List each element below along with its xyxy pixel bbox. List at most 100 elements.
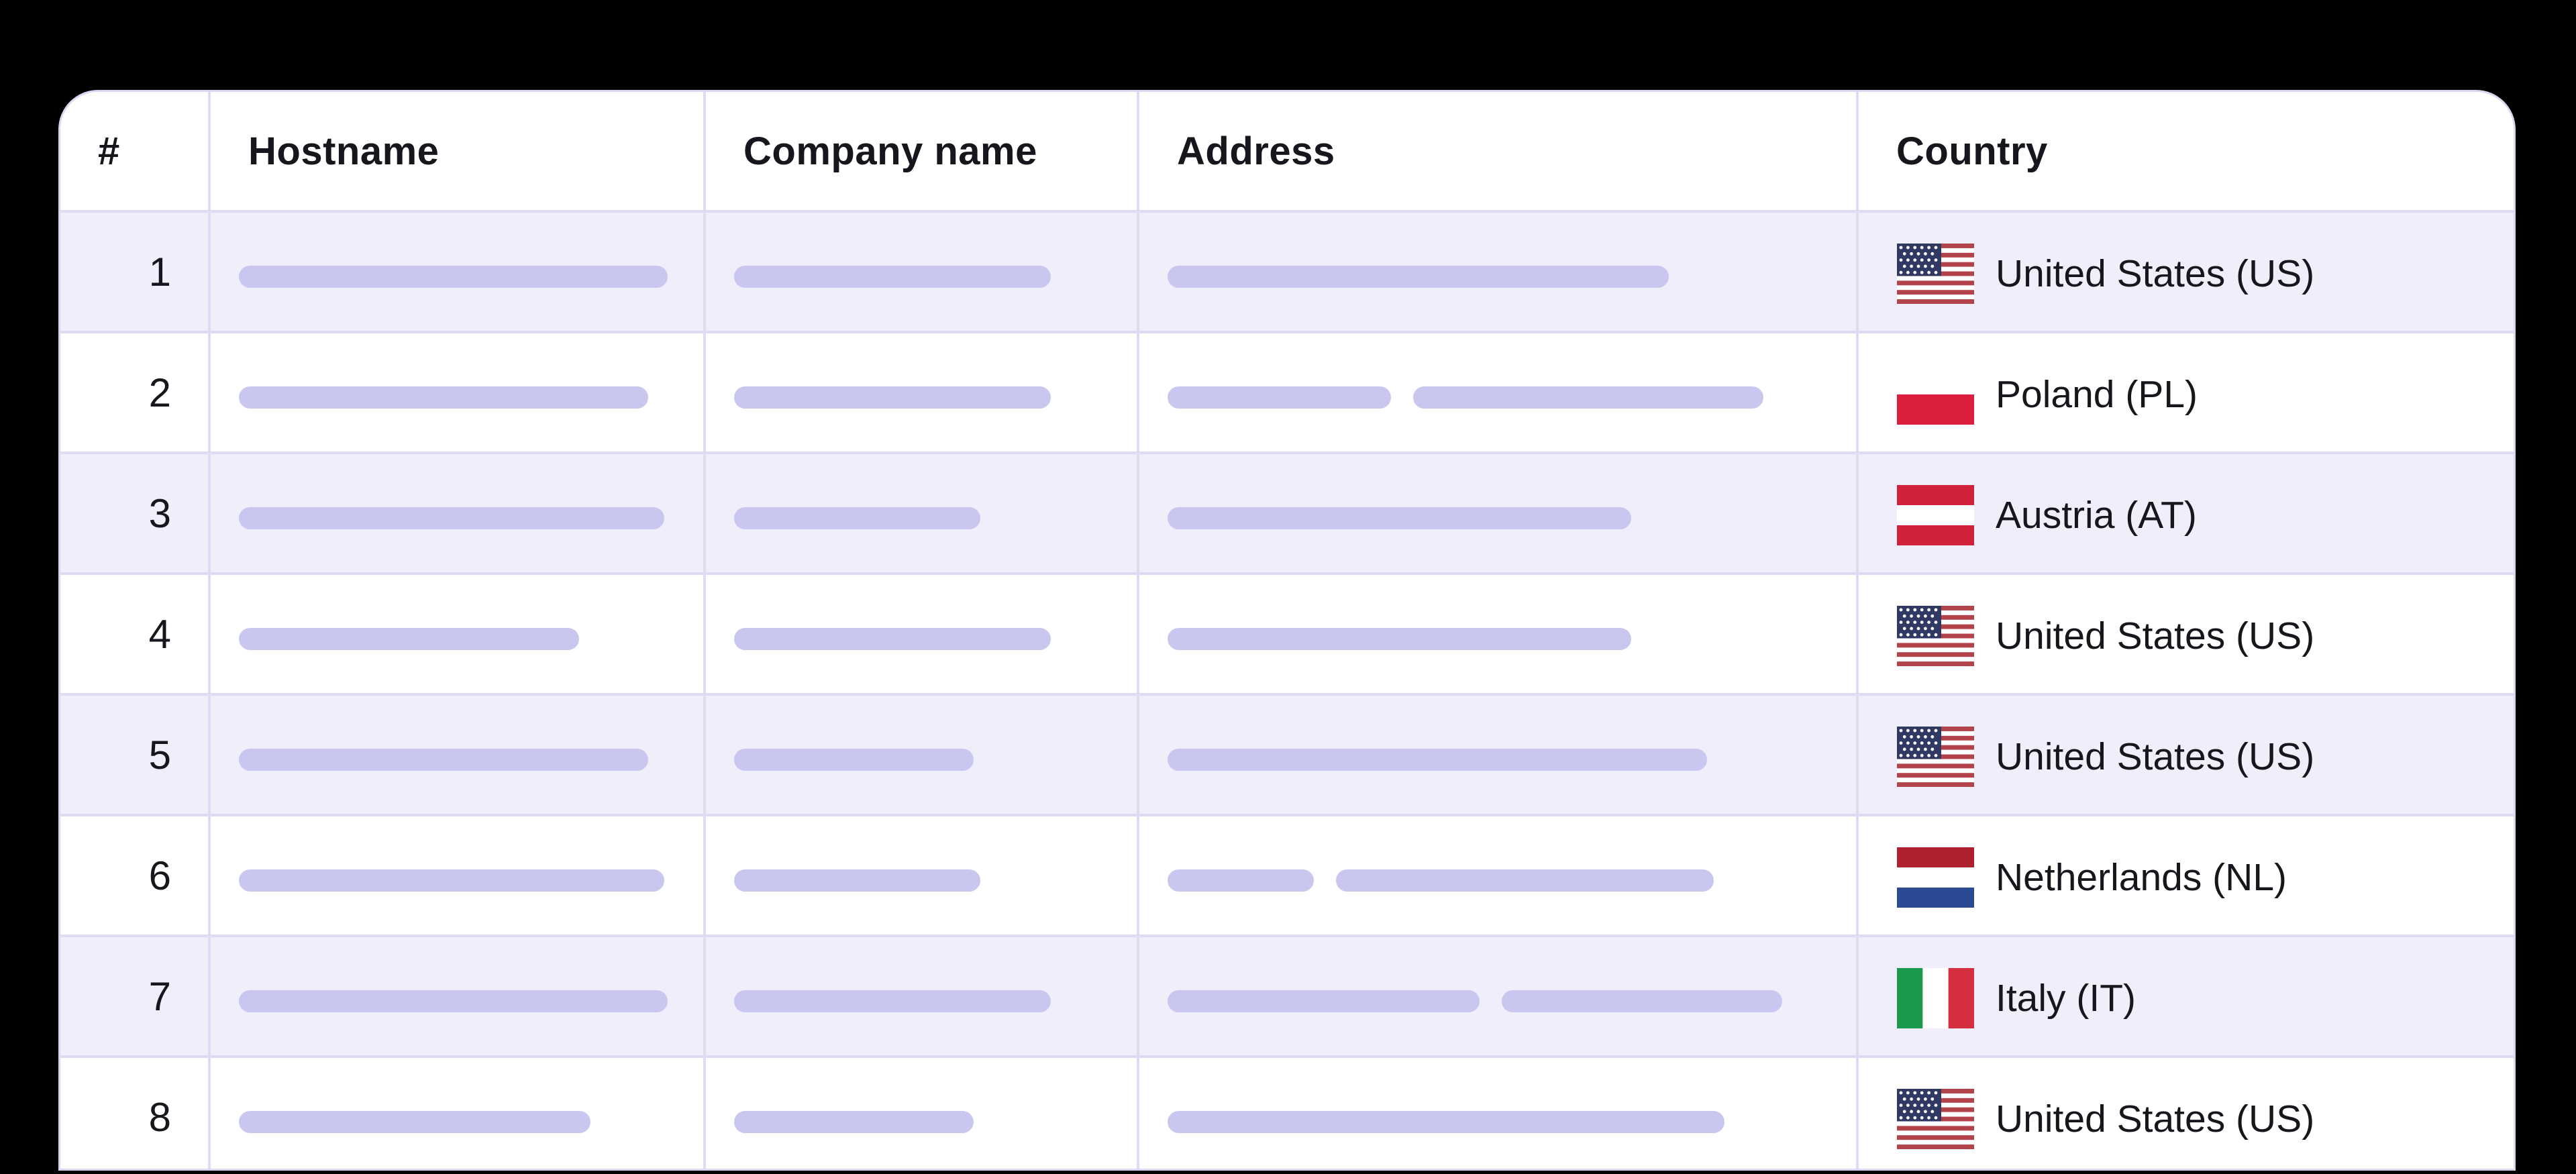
country-label: United States (US) [1996, 615, 2315, 657]
column-header-label: Country [1896, 129, 2048, 173]
redacted-text-pill [239, 990, 668, 1012]
country-cell: Italy (IT) [1856, 935, 2514, 1055]
company-cell [703, 210, 1137, 331]
flag-us-icon [1897, 606, 1974, 666]
row-index-cell: 1 [60, 210, 208, 331]
company-cell [703, 935, 1137, 1055]
redacted-text-pill [734, 869, 980, 892]
country-cell: United States (US) [1856, 210, 2514, 331]
country-label: Austria (AT) [1996, 494, 2197, 537]
column-header-address: Address [1137, 92, 1856, 210]
row-index-label: 5 [148, 732, 171, 778]
redacted-text-pill [1413, 386, 1763, 409]
company-cell [703, 1055, 1137, 1169]
row-index-label: 3 [148, 490, 171, 536]
flag-at-icon [1897, 485, 1974, 545]
row-index-cell: 4 [60, 572, 208, 693]
redacted-text-pill [734, 386, 1051, 409]
redacted-text-pill [734, 990, 1051, 1012]
row-index-label: 7 [148, 973, 171, 1019]
hostname-cell [208, 935, 703, 1055]
redacted-text-pill [239, 1110, 590, 1133]
flag-us-icon [1897, 1089, 1974, 1149]
address-cell [1137, 693, 1856, 814]
company-cell [703, 572, 1137, 693]
hostname-cell [208, 451, 703, 572]
hostname-cell [208, 693, 703, 814]
company-cell [703, 451, 1137, 572]
hostname-cell [208, 572, 703, 693]
company-cell [703, 331, 1137, 451]
column-header-label: Company name [743, 129, 1037, 173]
country-cell: Austria (AT) [1856, 451, 2514, 572]
redacted-text-pill [1168, 506, 1631, 529]
redacted-text-pill [239, 869, 664, 892]
company-cell [703, 693, 1137, 814]
column-header-country: Country [1856, 92, 2514, 210]
column-header-label: Address [1177, 129, 1335, 173]
flag-it-icon [1897, 968, 1974, 1028]
redacted-text-pill [734, 627, 1051, 650]
row-index-cell: 8 [60, 1055, 208, 1169]
country-cell: United States (US) [1856, 693, 2514, 814]
redacted-text-pill [734, 265, 1051, 288]
flag-nl-icon [1897, 847, 1974, 908]
redacted-text-pill [239, 627, 579, 650]
hostname-cell [208, 331, 703, 451]
redacted-text-pill [1502, 990, 1782, 1012]
address-cell [1137, 814, 1856, 935]
redacted-text-pill [239, 506, 664, 529]
country-cell: Netherlands (NL) [1856, 814, 2514, 935]
column-header-label: # [98, 129, 120, 173]
flag-us-icon [1897, 244, 1974, 304]
column-header-index: # [60, 92, 208, 210]
country-cell: United States (US) [1856, 572, 2514, 693]
row-index-cell: 3 [60, 451, 208, 572]
address-cell [1137, 331, 1856, 451]
column-header-hostname: Hostname [208, 92, 703, 210]
country-label: Poland (PL) [1996, 373, 2198, 416]
redacted-text-pill [1168, 748, 1707, 771]
flag-pl-icon [1897, 364, 1974, 425]
row-index-label: 6 [148, 853, 171, 898]
redacted-text-pill [1168, 627, 1631, 650]
country-label: United States (US) [1996, 1098, 2315, 1140]
column-header-company: Company name [703, 92, 1137, 210]
hostname-cell [208, 210, 703, 331]
redacted-text-pill [1168, 869, 1314, 892]
country-label: United States (US) [1996, 735, 2315, 778]
redacted-text-pill [239, 386, 648, 409]
address-cell [1137, 210, 1856, 331]
redacted-text-pill [239, 748, 648, 771]
address-cell [1137, 451, 1856, 572]
row-index-cell: 6 [60, 814, 208, 935]
redacted-text-pill [1168, 265, 1669, 288]
country-cell: Poland (PL) [1856, 331, 2514, 451]
redacted-text-pill [734, 1110, 974, 1133]
country-label: Italy (IT) [1996, 977, 2136, 1020]
row-index-cell: 7 [60, 935, 208, 1055]
hostname-cell [208, 814, 703, 935]
redacted-text-pill [734, 506, 980, 529]
address-cell [1137, 935, 1856, 1055]
country-label: United States (US) [1996, 252, 2315, 295]
row-index-label: 1 [148, 249, 171, 295]
flag-us-icon [1897, 727, 1974, 787]
redacted-text-pill [1168, 386, 1391, 409]
country-cell: United States (US) [1856, 1055, 2514, 1169]
row-index-cell: 2 [60, 331, 208, 451]
redacted-text-pill [734, 748, 974, 771]
row-index-label: 4 [148, 611, 171, 657]
row-index-label: 2 [148, 370, 171, 415]
redacted-text-pill [1168, 1110, 1724, 1133]
hostname-cell [208, 1055, 703, 1169]
address-cell [1137, 1055, 1856, 1169]
country-label: Netherlands (NL) [1996, 856, 2287, 899]
redacted-text-pill [1336, 869, 1714, 892]
redacted-text-pill [239, 265, 668, 288]
redacted-text-pill [1168, 990, 1480, 1012]
address-cell [1137, 572, 1856, 693]
row-index-cell: 5 [60, 693, 208, 814]
company-cell [703, 814, 1137, 935]
